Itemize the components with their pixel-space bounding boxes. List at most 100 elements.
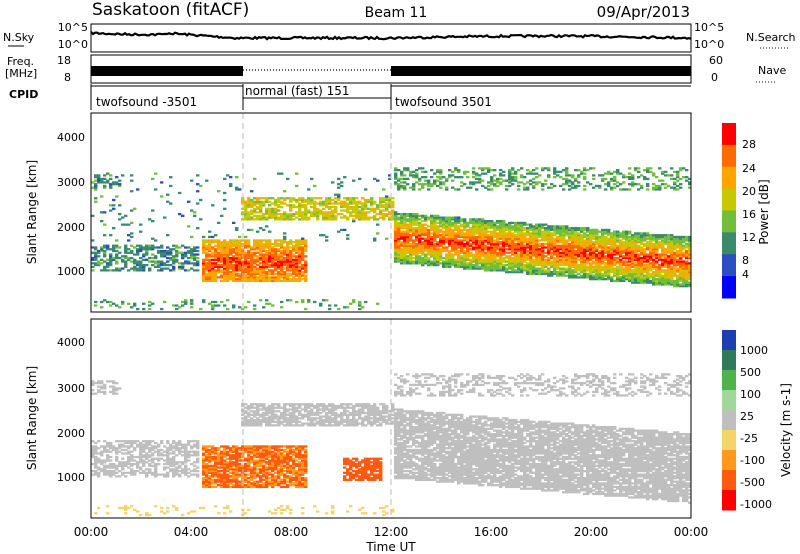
power-cell [433, 218, 437, 221]
power-cell [628, 258, 632, 261]
power-cell [679, 285, 683, 288]
power-cell [418, 237, 422, 240]
power-cell [580, 228, 584, 232]
power-cell [295, 239, 299, 242]
power-cell [679, 274, 683, 277]
power-cell [658, 256, 662, 260]
power-cell [520, 265, 524, 268]
power-cell [592, 228, 596, 232]
power-cell [517, 246, 521, 249]
power-cell [406, 244, 410, 247]
power-cell [217, 239, 221, 242]
power-cell [478, 267, 482, 270]
power-cell [142, 258, 146, 261]
velocity-cell [115, 457, 119, 460]
power-cell [499, 263, 503, 267]
power-cell [571, 241, 575, 244]
power-cell [658, 269, 662, 272]
velocity-cell [106, 457, 110, 460]
power-cell [616, 274, 620, 277]
power-cell [403, 256, 407, 260]
power-cell [535, 228, 539, 232]
power-cell [580, 172, 584, 175]
power-cell [454, 244, 458, 247]
power-cell [490, 255, 494, 258]
power-cell [685, 251, 689, 254]
power-cell [349, 197, 353, 200]
power-cell [535, 262, 539, 265]
power-cell [631, 270, 635, 274]
power-cell [559, 176, 563, 179]
power-cell [403, 174, 407, 177]
power-cell [646, 241, 650, 244]
power-cell [688, 265, 692, 268]
power-cell [577, 265, 581, 268]
power-cell [646, 248, 650, 251]
power-cell [493, 248, 497, 251]
power-cell [505, 223, 509, 226]
power-cell [655, 278, 659, 281]
power-cell [388, 204, 392, 207]
power-cell [541, 260, 545, 263]
power-cell [508, 223, 512, 226]
power-cell [391, 202, 395, 205]
power-cell [190, 256, 194, 260]
power-cell [421, 216, 425, 219]
power-cell [223, 256, 227, 260]
power-cell [595, 234, 599, 237]
power-cell [313, 184, 317, 188]
power-cell [370, 209, 374, 212]
power-cell [646, 237, 650, 240]
power-cell [409, 174, 413, 177]
power-cell [247, 267, 251, 270]
power-cell [421, 214, 425, 217]
power-cell [271, 269, 275, 272]
power-cell [463, 260, 467, 263]
power-cell [613, 260, 617, 263]
power-cell [604, 244, 608, 247]
power-cell [553, 228, 557, 232]
power-cell [478, 246, 482, 249]
power-cell [322, 211, 326, 214]
power-cell [448, 225, 452, 228]
power-cell [586, 249, 590, 253]
power-cell [541, 237, 545, 240]
power-cell [220, 214, 224, 217]
power-cell [235, 274, 239, 277]
power-cell [592, 255, 596, 258]
power-cell [205, 251, 209, 254]
power-cell [463, 262, 467, 265]
power-cell [427, 188, 431, 191]
power-cell [205, 258, 209, 261]
power-cell [601, 249, 605, 253]
power-cell [286, 260, 290, 263]
power-cell [181, 263, 185, 267]
power-cell [610, 251, 614, 254]
power-cell [661, 279, 665, 283]
power-cell [610, 237, 614, 240]
power-cell [166, 251, 170, 254]
power-cell [364, 216, 368, 219]
power-cell [265, 265, 269, 268]
power-cell [550, 256, 554, 260]
power-cell [406, 262, 410, 265]
power-cell [607, 269, 611, 272]
power-cell [391, 211, 395, 214]
power-cell [619, 255, 623, 258]
power-cell [139, 249, 143, 253]
power-cell [409, 237, 413, 240]
power-cell [583, 235, 587, 239]
power-cell [268, 263, 272, 267]
power-cell [469, 263, 473, 267]
power-cell [658, 235, 662, 239]
power-cell [652, 281, 656, 284]
power-cell [616, 265, 620, 268]
power-cell [496, 177, 500, 181]
power-cell [460, 248, 464, 251]
power-cell [586, 227, 590, 230]
power-cell [472, 172, 476, 175]
power-cell [304, 211, 308, 214]
power-cell [466, 237, 470, 240]
power-cell [688, 181, 692, 184]
power-cell [106, 248, 110, 251]
